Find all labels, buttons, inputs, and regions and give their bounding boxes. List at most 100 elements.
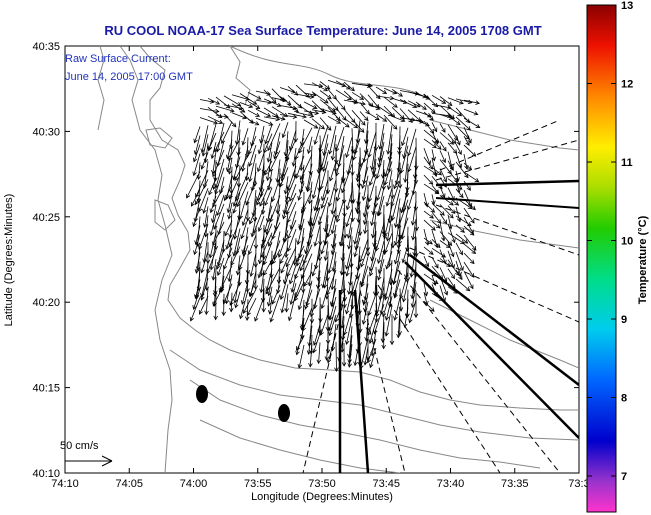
current-vector-head [294, 296, 299, 302]
current-vector-head [305, 301, 310, 307]
current-vector [261, 223, 273, 249]
current-vector [423, 246, 434, 255]
current-vector [387, 125, 393, 155]
current-vector-head [429, 214, 434, 219]
current-vector-head [313, 206, 318, 212]
current-vector [360, 247, 369, 267]
current-vector-head [264, 139, 269, 145]
current-vector [332, 134, 337, 160]
current-vector-head [432, 143, 437, 149]
current-vector-head [281, 133, 286, 139]
current-vector [321, 179, 329, 201]
current-vector-head [335, 217, 341, 223]
current-vector [201, 278, 209, 301]
current-vector [255, 99, 272, 104]
current-vector-head [244, 316, 250, 322]
current-vector [279, 87, 296, 93]
current-vector [373, 303, 385, 334]
current-vector [463, 252, 475, 264]
current-vector-head [236, 202, 241, 208]
current-vector-head [344, 123, 350, 128]
current-vector-head [241, 221, 247, 227]
current-vector [431, 122, 438, 132]
current-vector-head [269, 167, 274, 173]
current-vector [359, 84, 373, 87]
current-vector [388, 170, 393, 190]
current-vector-head [207, 146, 212, 152]
current-vector [463, 243, 476, 254]
current-vector [463, 207, 475, 224]
current-vector [463, 144, 476, 157]
current-vector [431, 194, 435, 205]
current-vector [463, 180, 471, 191]
current-vector-head [236, 102, 242, 107]
current-vector-head [232, 251, 237, 257]
current-vector-head [431, 226, 436, 231]
current-vector [329, 296, 337, 320]
current-vector-head [206, 269, 211, 275]
current-vector-head [380, 174, 386, 179]
current-vector [228, 202, 233, 219]
current-vector-head [226, 208, 232, 214]
current-vector [191, 189, 201, 207]
x-axis-ticks: 74:10 74:05 74:00 73:55 73:50 73:45 73:40 73:35… [51, 46, 590, 490]
current-vector [439, 168, 447, 183]
current-vector [212, 151, 217, 174]
current-vector [205, 215, 209, 237]
current-vector-head [320, 249, 325, 255]
current-vector-head [320, 124, 325, 130]
scale-arrow [65, 455, 113, 467]
current-vector [242, 236, 249, 254]
current-vector [447, 286, 458, 294]
current-vector [384, 269, 393, 300]
current-vector [361, 256, 369, 285]
current-vector-head [313, 140, 318, 145]
current-vector [285, 246, 297, 267]
current-vector [351, 281, 354, 309]
current-vector-head [269, 317, 274, 323]
current-vector-head [294, 155, 299, 160]
current-vector-head [222, 299, 227, 305]
current-vector [217, 257, 225, 276]
current-vector [298, 344, 305, 369]
current-vector [290, 210, 297, 230]
current-vector-head [449, 166, 454, 171]
current-vector-head [214, 108, 220, 114]
current-vector-head [318, 241, 323, 246]
current-vector-head [451, 238, 456, 244]
current-vector [298, 290, 305, 310]
current-vector-head [392, 125, 398, 130]
current-vector-head [321, 283, 326, 289]
current-vector [455, 206, 461, 222]
current-vector [423, 237, 433, 245]
current-vector [242, 128, 249, 145]
current-vector [303, 271, 313, 287]
current-vector [330, 287, 337, 306]
current-vector-head [361, 101, 366, 106]
current-vector-head [393, 240, 399, 246]
current-vector-head [326, 126, 332, 131]
current-vector [463, 135, 470, 146]
current-vector [236, 182, 249, 207]
current-vector [226, 229, 233, 249]
current-vector [294, 281, 305, 301]
current-vector-head [344, 309, 350, 315]
current-vector-head [306, 149, 312, 155]
current-vector [375, 266, 378, 296]
current-vector [399, 288, 402, 311]
current-vector [399, 108, 413, 123]
current-vector [455, 260, 462, 276]
current-vector-head [401, 258, 406, 264]
current-vector [439, 285, 446, 302]
current-vector [198, 224, 209, 250]
current-vector [414, 227, 417, 256]
current-vector [287, 103, 299, 113]
current-vector [216, 239, 225, 270]
current-vector [447, 142, 457, 154]
x-tick-label: 74:10 [51, 478, 79, 490]
current-vector-head [300, 274, 305, 280]
current-vector [463, 216, 474, 234]
current-vector [255, 117, 273, 126]
current-vector-head [286, 272, 291, 277]
current-vector [447, 97, 464, 104]
